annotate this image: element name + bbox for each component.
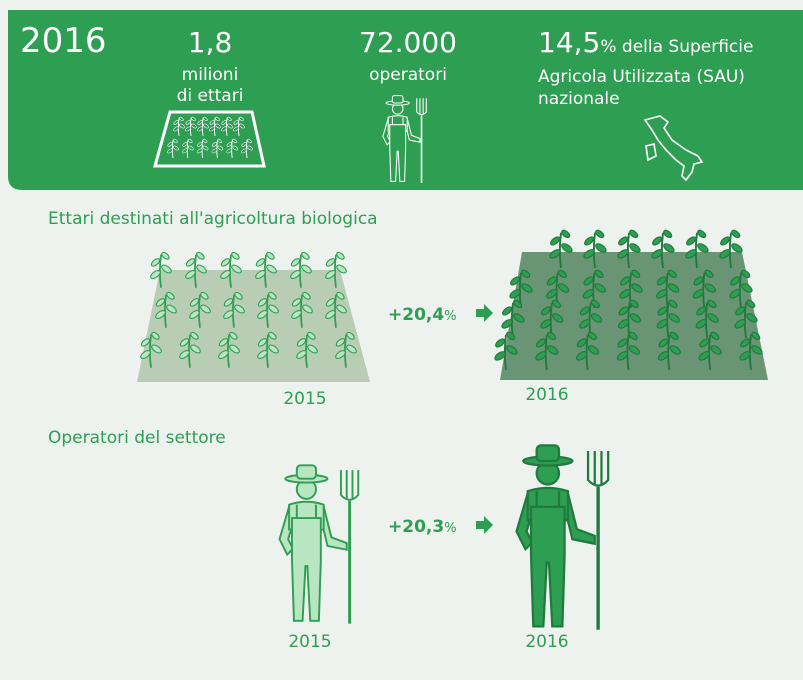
year-label: 2016 [525, 385, 568, 405]
change-label: +20,4% [388, 305, 457, 325]
change-value: +20,4 [388, 305, 444, 325]
arrow [476, 516, 493, 534]
stat-label: operatori [369, 65, 447, 85]
stat-value: 72.000 [359, 26, 457, 59]
stat-value: 1,8 [188, 26, 233, 59]
year-label: 2016 [525, 632, 568, 652]
stat-unit: % della Superficie [600, 37, 753, 57]
section-title: Ettari destinati all'agricoltura biologi… [48, 209, 378, 229]
change-value: +20,3 [388, 517, 444, 537]
field-2015 [137, 270, 370, 382]
year-label: 2015 [288, 632, 331, 652]
change-unit: % [444, 521, 456, 536]
stat-value-line: 14,5% della Superficie [538, 26, 753, 59]
arrow [476, 304, 493, 322]
farmer-2015 [278, 463, 360, 626]
stat-value: 14,5 [538, 26, 600, 59]
change-label: +20,3% [388, 517, 457, 537]
italy-map [643, 115, 704, 182]
farmer-2016 [514, 443, 610, 632]
year-label: 2015 [283, 389, 326, 409]
header-band [8, 10, 803, 190]
change-unit: % [444, 309, 456, 324]
stat-label: milioni [182, 65, 239, 85]
section-title: Operatori del settore [48, 428, 226, 448]
stat-label: di ettari [177, 86, 244, 106]
header-year: 2016 [20, 21, 107, 61]
stat-label: Agricola Utilizzata (SAU) [538, 67, 745, 87]
stat-label: nazionale [538, 89, 620, 109]
field-icon [153, 110, 266, 168]
